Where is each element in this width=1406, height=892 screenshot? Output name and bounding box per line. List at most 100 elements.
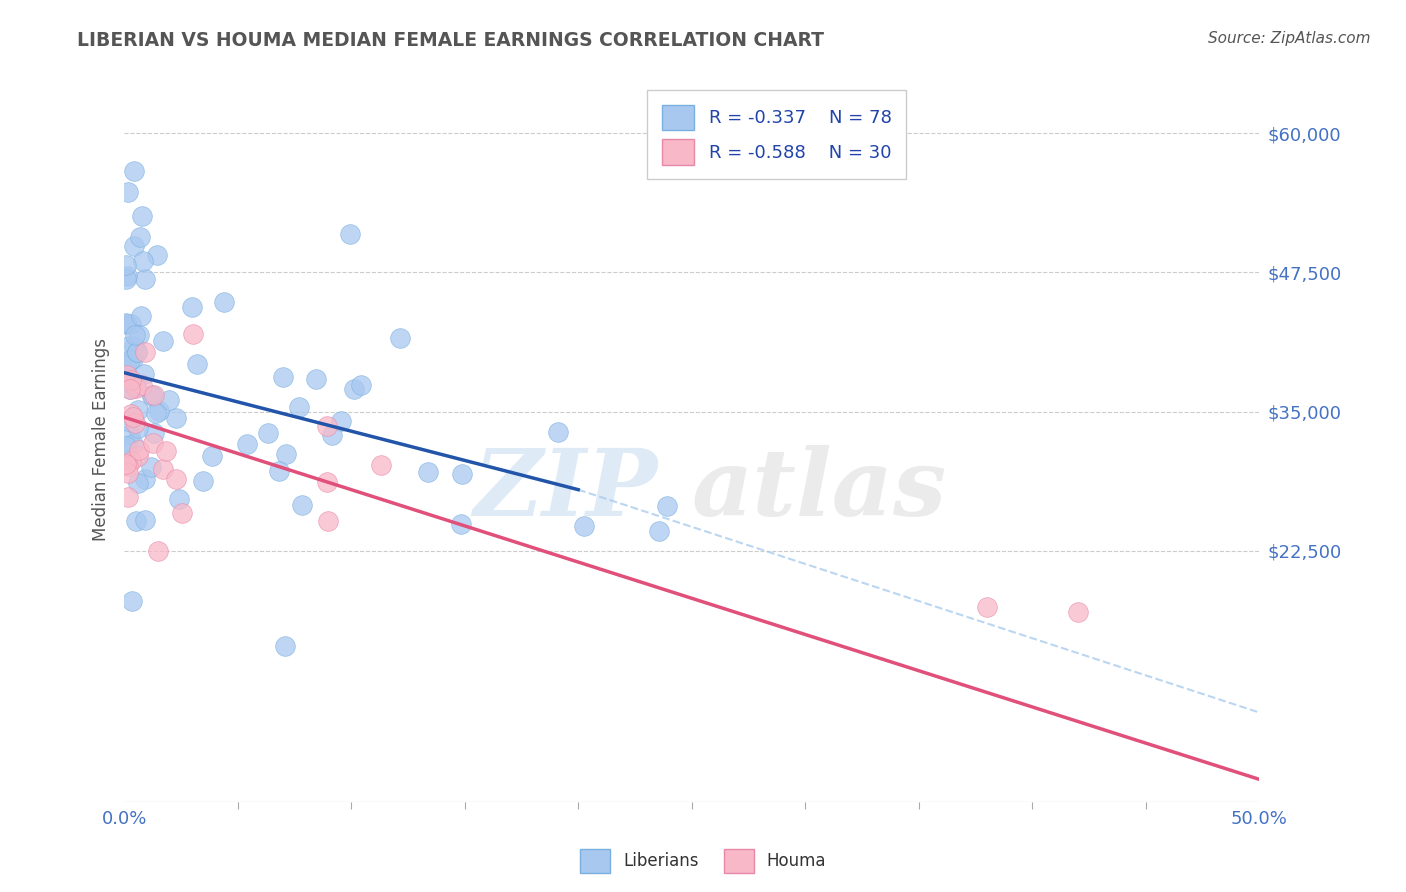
Point (167, 491, 190, 506)
Point (125, 345, 148, 359)
Point (574, 519, 596, 533)
Point (647, 524, 669, 539)
Point (125, 381, 148, 395)
Point (127, 403, 149, 417)
Point (131, 209, 153, 223)
Legend: Liberians, Houma: Liberians, Houma (574, 842, 832, 880)
Point (117, 369, 139, 384)
Point (193, 474, 215, 488)
Point (115, 318, 138, 332)
Point (976, 599, 998, 614)
Text: Source: ZipAtlas.com: Source: ZipAtlas.com (1208, 31, 1371, 46)
Point (129, 309, 152, 323)
Point (118, 383, 141, 397)
Point (115, 271, 138, 285)
Point (329, 414, 352, 428)
Point (155, 444, 177, 458)
Point (389, 330, 412, 344)
Point (122, 437, 145, 451)
Point (143, 426, 166, 441)
Point (291, 499, 314, 513)
Point (132, 254, 155, 268)
Point (181, 326, 204, 341)
Point (145, 406, 167, 420)
Point (134, 513, 156, 527)
Point (146, 544, 169, 558)
Point (125, 379, 148, 393)
Point (115, 258, 138, 272)
Point (547, 425, 569, 439)
Point (157, 392, 180, 407)
Text: ZIP: ZIP (474, 445, 658, 535)
Point (125, 514, 148, 528)
Text: LIBERIAN VS HOUMA MEDIAN FEMALE EARNINGS CORRELATION CHART: LIBERIAN VS HOUMA MEDIAN FEMALE EARNINGS… (77, 31, 824, 50)
Point (118, 428, 141, 442)
Point (131, 377, 153, 392)
Point (121, 594, 143, 608)
Point (269, 465, 291, 479)
Point (450, 516, 472, 531)
Y-axis label: Median Female Earnings: Median Female Earnings (93, 338, 110, 541)
Point (657, 499, 679, 513)
Point (276, 447, 298, 461)
Point (141, 388, 163, 402)
Point (117, 459, 139, 474)
Point (181, 301, 204, 315)
Point (165, 472, 187, 486)
Point (127, 476, 149, 491)
Point (148, 404, 170, 418)
Point (124, 328, 146, 343)
Point (117, 185, 139, 199)
Point (172, 506, 194, 520)
Point (117, 368, 139, 382)
Point (349, 378, 371, 392)
Point (120, 353, 142, 368)
Point (339, 227, 361, 241)
Point (450, 467, 472, 482)
Point (1066, 605, 1088, 619)
Legend: R = -0.337    N = 78, R = -0.588    N = 30: R = -0.337 N = 78, R = -0.588 N = 30 (648, 90, 907, 179)
Point (115, 457, 138, 471)
Point (117, 490, 139, 504)
Point (121, 351, 143, 366)
Point (186, 357, 208, 371)
Point (370, 458, 392, 472)
Point (120, 373, 142, 387)
Point (214, 295, 236, 310)
Point (132, 367, 155, 381)
Point (134, 272, 156, 286)
Point (120, 318, 142, 332)
Point (128, 327, 150, 342)
Point (115, 453, 138, 467)
Point (122, 239, 145, 253)
Point (120, 382, 142, 396)
Point (117, 268, 139, 283)
Point (117, 414, 139, 428)
Point (343, 382, 366, 396)
Point (304, 372, 326, 386)
Point (115, 359, 138, 374)
Point (124, 417, 146, 431)
Point (127, 420, 149, 434)
Point (134, 473, 156, 487)
Point (122, 164, 145, 178)
Point (141, 388, 163, 402)
Point (142, 435, 165, 450)
Point (115, 316, 138, 330)
Point (165, 411, 187, 425)
Point (143, 388, 166, 402)
Point (117, 466, 139, 480)
Point (129, 230, 152, 244)
Point (315, 418, 337, 433)
Text: atlas: atlas (692, 445, 948, 535)
Point (121, 410, 143, 425)
Point (122, 338, 145, 352)
Point (134, 345, 156, 359)
Point (139, 460, 162, 475)
Point (115, 376, 138, 390)
Point (120, 407, 142, 421)
Point (316, 514, 339, 528)
Point (125, 345, 148, 359)
Point (418, 466, 440, 480)
Point (271, 369, 294, 384)
